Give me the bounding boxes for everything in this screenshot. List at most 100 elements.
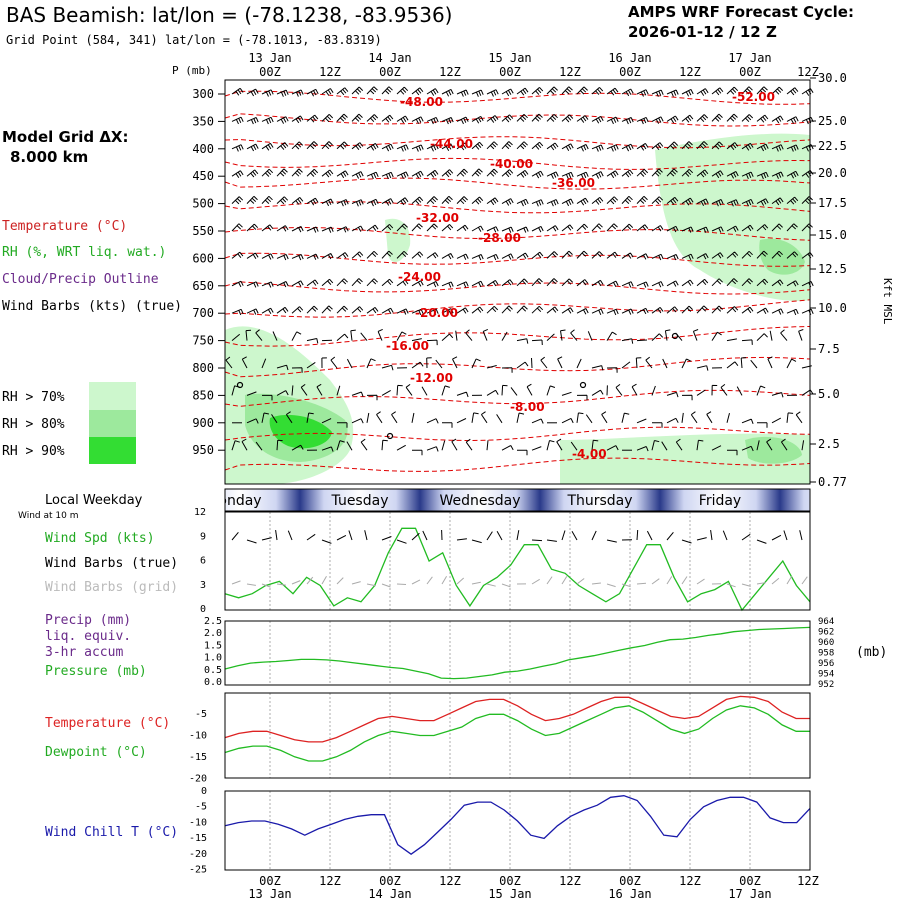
wind-barb-grid: [621, 583, 631, 588]
wind-barb: [769, 330, 773, 341]
wind-barb-grid: [321, 575, 327, 585]
wind-barb: [726, 412, 730, 423]
wind-speed-tick: 3: [200, 580, 206, 591]
isotherm-line: [224, 326, 811, 347]
wind-barb: [231, 440, 240, 451]
wind-barb: [411, 412, 415, 423]
wind-barb: [636, 224, 649, 232]
wind-barb: [501, 279, 514, 287]
wind-barb: [510, 387, 518, 396]
isotherm-line: [224, 113, 811, 127]
wind-barb: [261, 412, 269, 423]
wind-barb: [741, 418, 754, 424]
wind-barb: [651, 116, 664, 124]
wind-barb: [531, 339, 543, 346]
wind-barb: [606, 280, 619, 288]
wind-barb: [516, 169, 529, 178]
isotherm-line: [224, 457, 811, 472]
wind-barb: [496, 414, 503, 424]
wind-chill-tick: -25: [189, 865, 207, 876]
wind-barb: [741, 445, 754, 452]
wind-barb-true: [571, 531, 578, 541]
wind-barb: [561, 417, 574, 424]
wind-barb-grid: [351, 581, 361, 585]
wind-barb: [516, 252, 529, 259]
wind-barb: [681, 226, 694, 233]
wind-barb: [606, 308, 619, 316]
wind-barb: [366, 114, 379, 123]
wind-barb: [786, 196, 799, 205]
wind-barb: [396, 331, 407, 341]
wind-barb: [351, 142, 364, 151]
wind-barb-true: [396, 539, 407, 544]
wind-barb: [276, 196, 289, 205]
wind-barb: [546, 251, 559, 259]
wind-barb: [231, 223, 243, 232]
wind-barb: [321, 305, 333, 314]
wind-barb-grid: [426, 576, 433, 585]
wind-barb: [570, 329, 578, 341]
wind-barb: [666, 280, 679, 287]
calm-wind-marker: [671, 332, 679, 340]
wind-barb: [452, 356, 458, 369]
hour-label-bottom: 00Z: [259, 874, 281, 888]
wind-barb: [465, 438, 473, 451]
wind-barb-grid: [666, 576, 673, 585]
wind-barb: [651, 333, 664, 341]
wind-barb-grid: [726, 583, 736, 588]
wind-barb: [651, 306, 664, 314]
wind-barb-true: [496, 531, 503, 541]
wind-barb: [336, 440, 345, 451]
wind-barb: [681, 358, 692, 369]
wind-barb: [366, 412, 370, 423]
hour-label-bottom: 12Z: [679, 874, 701, 888]
precip-tick: 1.0: [204, 653, 222, 664]
dewpoint-line: [224, 705, 810, 762]
wind-barb: [801, 144, 814, 152]
wind-barb: [606, 170, 619, 179]
wind-barb: [726, 278, 738, 287]
wind-barb: [696, 169, 709, 178]
wind-barb: [261, 89, 274, 97]
wind-barb: [561, 250, 573, 259]
wind-barb-true: [411, 532, 420, 541]
wind-barb: [471, 280, 484, 288]
wind-barb-true: [546, 539, 557, 542]
wind-barb: [300, 383, 308, 396]
wind-barb: [321, 418, 332, 424]
wind-barb: [441, 195, 453, 204]
legend-temperature: Temperature (°C): [2, 219, 127, 234]
wind-barb: [426, 252, 439, 259]
wind-barb: [741, 278, 753, 287]
wind-barb: [381, 389, 391, 396]
weekday-segment: [660, 489, 780, 511]
rh90-label: RH > 90%: [2, 444, 65, 459]
wind-panel-frame: [224, 511, 811, 611]
wind-barb: [801, 389, 814, 396]
wind-barb: [426, 418, 439, 424]
wind-barb: [771, 417, 782, 424]
wind-barb: [346, 441, 353, 451]
pressure-tick-label: 550: [192, 224, 214, 238]
wind-barb: [441, 440, 446, 451]
pressure-tick-label: 750: [192, 334, 214, 348]
weekday-name: onday: [218, 493, 261, 509]
wind-barb: [531, 170, 544, 179]
wind-barb: [621, 281, 634, 288]
wind-barb: [441, 143, 454, 151]
wind-barb: [546, 86, 558, 95]
wind-barb: [276, 306, 289, 314]
wind-barb: [546, 278, 558, 287]
height-tick-label: 25.0: [818, 114, 847, 128]
wind-barb: [306, 88, 319, 97]
isotherm-line: [224, 201, 811, 214]
wind-barb: [336, 333, 349, 341]
temperature-tick: -20: [189, 774, 207, 785]
wind-barb: [411, 338, 422, 342]
wind-barb: [766, 438, 773, 451]
wind-barb: [405, 383, 413, 396]
wind-barb: [576, 115, 589, 123]
wind-chill-tick: -10: [189, 817, 207, 828]
temperature-tick: -15: [189, 752, 207, 763]
